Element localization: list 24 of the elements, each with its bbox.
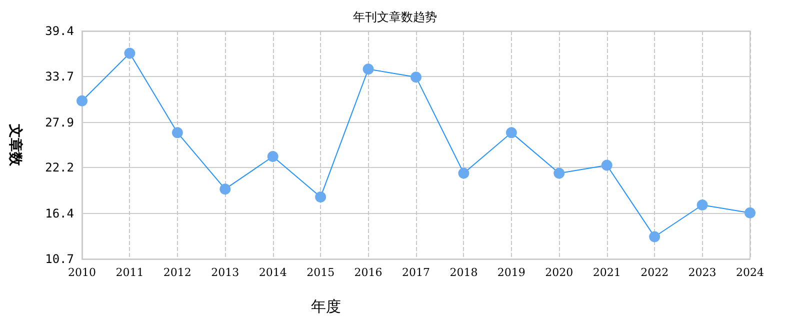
x-tick-label: 2019: [497, 266, 526, 279]
x-tick-label: 2024: [736, 266, 764, 279]
x-tick-label: 2021: [592, 266, 621, 279]
x-tick-label: 2023: [688, 266, 716, 279]
y-tick-label: 22.2: [45, 160, 74, 175]
x-tick-label: 2018: [450, 266, 478, 279]
x-tick-label: 2012: [163, 266, 192, 279]
x-tick-label: 2015: [306, 266, 335, 279]
x-axis-title: 年度: [311, 298, 341, 316]
x-tick-label: 2014: [258, 266, 287, 279]
x-tick-label: 2016: [354, 266, 382, 279]
y-tick-label: 16.4: [45, 206, 74, 221]
y-tick-label: 39.4: [45, 24, 74, 38]
x-tick-label: 2010: [68, 266, 96, 279]
y-tick-label: 33.7: [45, 69, 74, 84]
x-tick-label: 2013: [211, 266, 240, 279]
x-tick-label: 2017: [402, 266, 430, 279]
x-tick-label: 2022: [640, 266, 669, 279]
y-tick-label: 10.7: [45, 252, 74, 266]
y-axis-title: 文章数: [7, 123, 24, 167]
y-tick-label: 27.9: [45, 115, 74, 130]
x-tick-label: 2011: [116, 266, 144, 279]
chart-title: 年刊文章数趋势: [353, 10, 437, 24]
x-tick-label: 2020: [545, 266, 574, 279]
